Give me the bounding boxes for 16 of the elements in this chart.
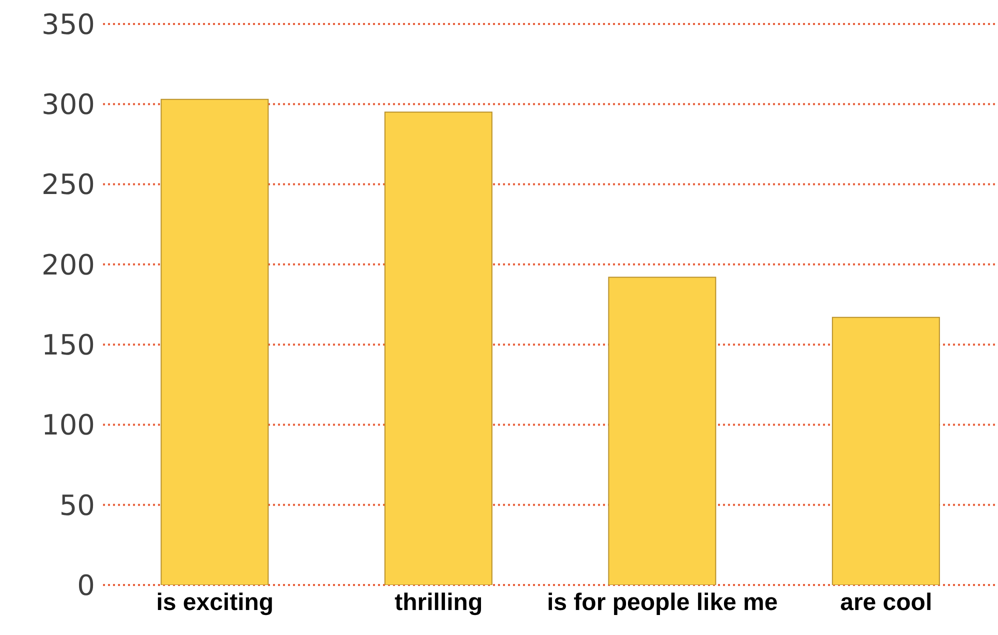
x-tick-label: thrilling — [394, 589, 483, 616]
y-tick-label: 350 — [42, 8, 95, 41]
bar — [832, 316, 940, 585]
bar — [608, 276, 716, 585]
y-tick-label: 300 — [42, 88, 95, 122]
y-tick-label: 250 — [42, 168, 95, 202]
y-tick-label: 100 — [42, 408, 95, 442]
y-tick-label: 200 — [42, 248, 95, 282]
x-tick-label: is for people like me — [547, 589, 778, 616]
bar — [160, 98, 269, 585]
y-tick-label: 0 — [77, 568, 95, 602]
bar — [384, 112, 492, 585]
y-tick-label: 150 — [42, 328, 95, 362]
x-tick-label: is exciting — [156, 589, 274, 616]
y-tick-label: 50 — [59, 488, 95, 522]
x-tick-label: are cool — [840, 589, 932, 616]
